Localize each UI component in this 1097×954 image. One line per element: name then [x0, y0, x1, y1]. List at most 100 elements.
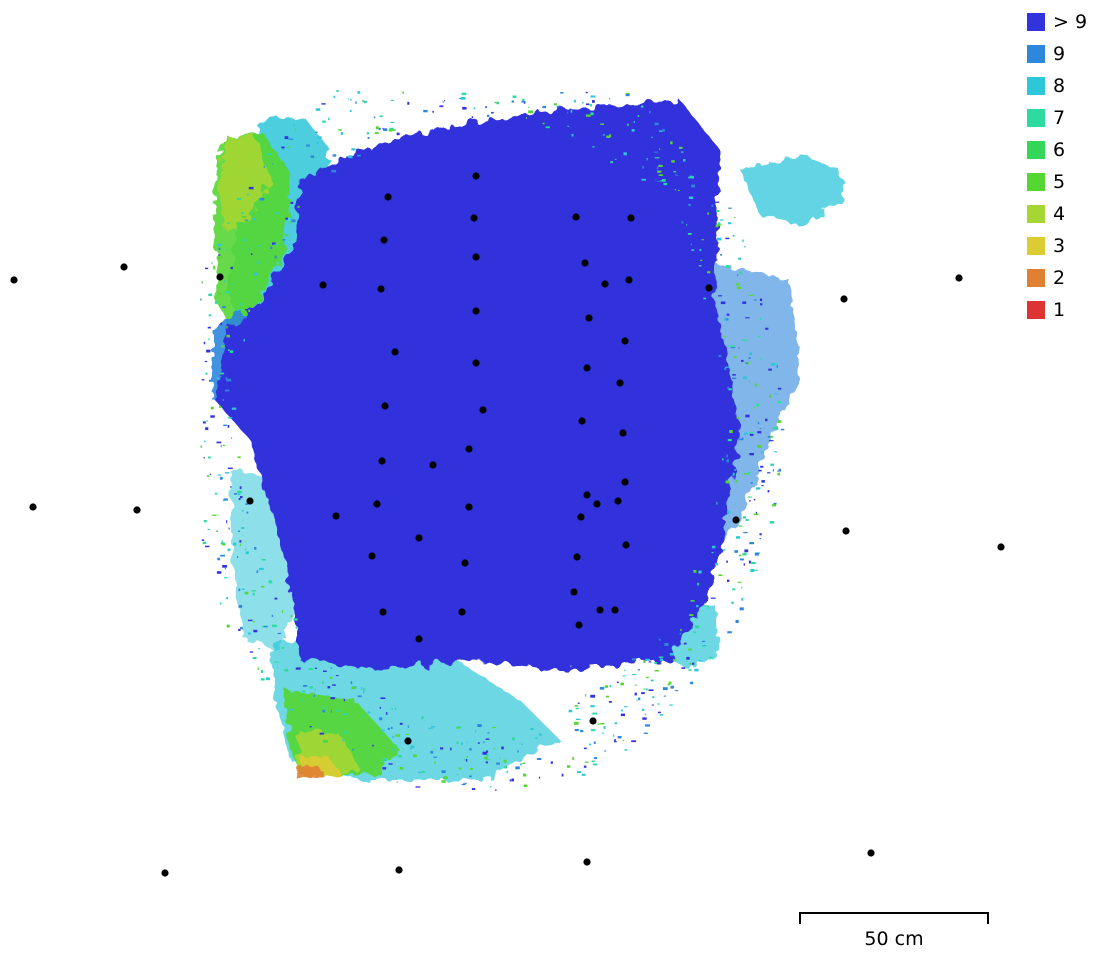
overlap-speckle-mark	[254, 547, 257, 550]
camera-position-marker	[593, 500, 601, 508]
overlap-speckle-mark	[744, 245, 746, 248]
overlap-speckle-mark	[716, 501, 718, 505]
overlap-speckle-mark	[272, 163, 274, 165]
overlap-legend: > 9 9 8 7 6 5 4 3 2 1	[1027, 6, 1087, 326]
overlap-speckle-mark	[609, 134, 612, 138]
overlap-speckle-mark	[593, 741, 596, 744]
overlap-speckle-mark	[309, 686, 314, 689]
camera-position-marker	[216, 273, 224, 281]
overlap-speckle-mark	[439, 105, 444, 108]
overlap-speckle-mark	[308, 189, 312, 191]
overlap-speckle-mark	[589, 743, 592, 746]
overlap-speckle-mark	[226, 378, 232, 382]
overlap-speckle-mark	[585, 91, 588, 94]
camera-position-marker	[578, 417, 586, 425]
overlap-speckle-mark	[204, 360, 208, 363]
camera-position-marker	[381, 402, 389, 410]
legend-label: 8	[1053, 74, 1066, 97]
overlap-speckle-mark	[399, 722, 403, 725]
overlap-speckle-mark	[618, 152, 622, 154]
overlap-speckle-mark	[228, 349, 230, 351]
overlap-speckle-mark	[756, 403, 760, 407]
overlap-speckle-mark	[258, 648, 260, 650]
overlap-speckle-mark	[223, 424, 227, 427]
overlap-speckle-mark	[332, 154, 337, 157]
overlap-speckle-mark	[626, 112, 631, 115]
overlap-speckle-mark	[659, 157, 662, 159]
overlap-speckle-mark	[567, 125, 570, 127]
overlap-speckle-mark	[743, 532, 748, 534]
overlap-speckle-mark	[664, 643, 669, 646]
overlap-speckle-mark	[248, 247, 251, 251]
overlap-speckle-mark	[780, 428, 785, 431]
overlap-speckle-mark	[415, 786, 421, 788]
camera-position-marker	[867, 849, 875, 857]
overlap-speckle-mark	[530, 727, 534, 730]
overlap-speckle-mark	[753, 406, 755, 409]
overlap-speckle-mark	[731, 377, 737, 380]
overlap-speckle-mark	[738, 347, 740, 349]
overlap-speckle-mark	[316, 142, 319, 145]
overlap-speckle-mark	[260, 670, 263, 673]
overlap-speckle-mark	[707, 271, 711, 274]
overlap-speckle-mark	[719, 219, 724, 221]
overlap-speckle-mark	[382, 758, 388, 762]
overlap-speckle-mark	[379, 706, 381, 709]
overlap-speckle-mark	[776, 364, 778, 368]
overlap-speckle-mark	[539, 733, 542, 736]
overlap-speckle-mark	[390, 121, 395, 124]
overlap-speckle-mark	[241, 588, 245, 590]
overlap-speckle-mark	[244, 548, 247, 551]
overlap-speckle-mark	[388, 129, 393, 132]
legend-swatch	[1027, 269, 1045, 287]
overlap-speckle-mark	[205, 267, 209, 270]
overlap-speckle-mark	[388, 763, 393, 765]
overlap-speckle-mark	[691, 249, 695, 251]
legend-item: 5	[1027, 166, 1087, 198]
overlap-speckle-mark	[693, 631, 696, 634]
overlap-speckle-mark	[530, 111, 533, 113]
overlap-speckle-mark	[704, 294, 709, 297]
overlap-speckle-mark	[731, 601, 734, 604]
overlap-speckle-mark	[602, 732, 604, 734]
overlap-speckle-mark	[367, 712, 371, 714]
overlap-speckle-mark	[224, 280, 226, 283]
overlap-speckle-mark	[225, 377, 227, 380]
overlap-speckle-mark	[293, 124, 296, 127]
overlap-speckle-mark	[654, 122, 659, 126]
overlap-speckle-mark	[590, 705, 595, 708]
overlap-speckle-mark	[223, 498, 228, 501]
overlap-speckle-mark	[382, 767, 387, 770]
camera-position-marker	[429, 461, 437, 469]
overlap-speckle-mark	[750, 561, 756, 565]
overlap-speckle-mark	[727, 631, 732, 634]
overlap-speckle-mark	[276, 212, 279, 215]
overlap-speckle-mark	[257, 261, 260, 264]
overlap-speckle-mark	[691, 175, 694, 179]
overlap-speckle-mark	[605, 695, 609, 698]
overlap-speckle-mark	[254, 272, 258, 276]
overlap-speckle-mark	[238, 628, 241, 631]
overlap-speckle-mark	[274, 255, 277, 259]
overlap-speckle-mark	[715, 224, 719, 228]
overlap-speckle-mark	[577, 771, 582, 773]
overlap-speckle-mark	[748, 294, 754, 296]
overlap-speckle-mark	[528, 106, 530, 108]
overlap-speckle-mark	[577, 702, 580, 704]
legend-item: 8	[1027, 70, 1087, 102]
camera-position-marker	[332, 512, 340, 520]
overlap-speckle-mark	[750, 569, 755, 572]
camera-position-marker	[368, 552, 376, 560]
overlap-speckle-mark	[482, 751, 487, 755]
overlap-speckle-mark	[238, 498, 241, 501]
overlap-speckle-mark	[503, 759, 507, 763]
overlap-speckle-mark	[774, 393, 778, 395]
overlap-speckle-mark	[392, 735, 394, 739]
legend-item: > 9	[1027, 6, 1087, 38]
overlap-speckle-mark	[616, 681, 619, 684]
overlap-speckle-mark	[456, 774, 459, 776]
legend-swatch	[1027, 45, 1045, 63]
overlap-speckle-mark	[523, 102, 526, 104]
overlap-speckle-mark	[466, 741, 468, 743]
legend-swatch	[1027, 109, 1045, 127]
